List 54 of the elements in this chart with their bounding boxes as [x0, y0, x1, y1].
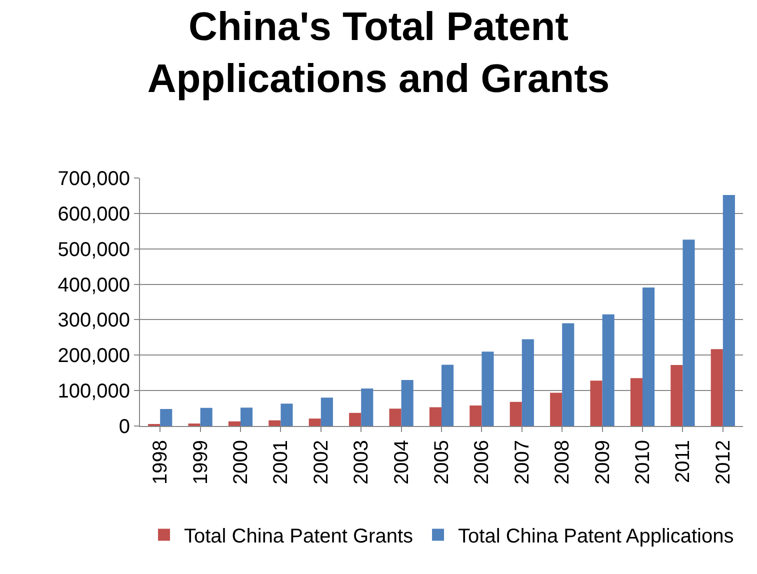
- y-tick-label: 0: [118, 416, 130, 438]
- bar: [349, 412, 362, 426]
- legend-label: Total China Patent Applications: [458, 526, 734, 548]
- x-tick-label: 2009: [592, 440, 614, 484]
- chart-title: China's Total Patent Applications and Grants: [147, 5, 610, 102]
- y-tick-label: 200,000: [58, 345, 130, 368]
- bar: [361, 388, 374, 426]
- bar: [442, 364, 454, 426]
- x-tick-label: 2011: [672, 440, 694, 484]
- y-tick-label: 400,000: [58, 274, 130, 296]
- x-tick-label: 1998: [150, 440, 172, 484]
- x-tick-label: 2001: [270, 440, 292, 484]
- bar: [670, 365, 683, 426]
- bar: [602, 314, 614, 426]
- y-tick-label: 500,000: [58, 238, 130, 261]
- x-tick-label: 2007: [511, 440, 534, 484]
- x-tick-label: 2012: [712, 440, 734, 484]
- bar: [280, 404, 293, 426]
- bar: [590, 380, 602, 426]
- x-tick-label: 2010: [632, 440, 654, 484]
- x-tick-label: 2004: [390, 440, 413, 484]
- x-tick-label: 2002: [310, 440, 332, 484]
- bar: [389, 408, 402, 426]
- x-tick-label: 2000: [230, 440, 252, 484]
- bar: [320, 398, 333, 426]
- bar: [682, 240, 695, 426]
- y-tick-label: 600,000: [58, 203, 130, 226]
- bar: [562, 323, 574, 426]
- x-tick-label: 1999: [190, 440, 212, 484]
- x-tick-label: 2005: [431, 440, 453, 484]
- bar: [160, 408, 172, 426]
- bar: [510, 402, 522, 426]
- x-tick-label: 2006: [471, 440, 494, 484]
- y-tick-label: 300,000: [58, 310, 130, 332]
- bar: [240, 408, 253, 426]
- bar: [200, 408, 212, 426]
- legend-label: Total China Patent Grants: [184, 526, 414, 548]
- bar: [642, 287, 655, 426]
- y-tick-label: 100,000: [58, 380, 130, 403]
- bar: [228, 421, 240, 426]
- bar: [268, 420, 281, 426]
- bar: [308, 418, 321, 426]
- bar: [522, 339, 534, 426]
- bar: [482, 352, 494, 426]
- bar: [550, 392, 562, 426]
- bar: [722, 195, 735, 426]
- bar: [630, 378, 642, 426]
- bar: [470, 405, 482, 426]
- bar: [710, 349, 723, 426]
- x-tick-label: 2008: [552, 440, 574, 484]
- y-tick-label: 700,000: [58, 168, 130, 190]
- bar: [401, 380, 414, 426]
- bar: [429, 407, 442, 426]
- x-tick-label: 2003: [350, 440, 373, 484]
